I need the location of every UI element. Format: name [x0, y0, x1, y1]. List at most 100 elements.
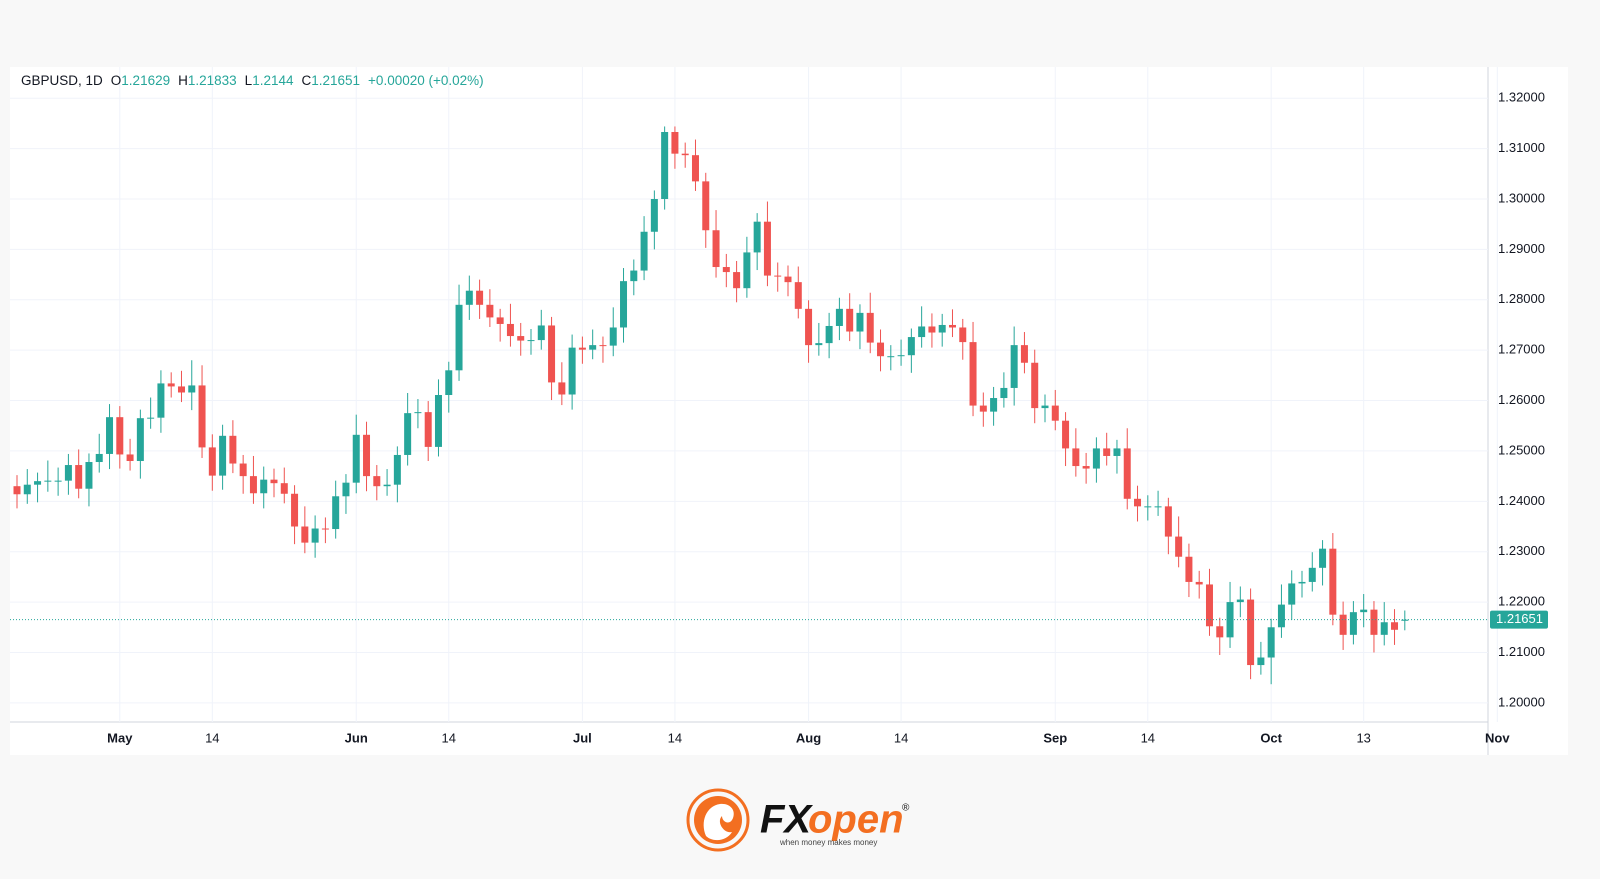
candle-body: [136, 418, 144, 462]
label-high: H: [178, 73, 188, 88]
logo-bull: [703, 803, 734, 841]
candle-body: [1247, 599, 1255, 666]
candle-body: [1267, 627, 1275, 658]
candle-body: [208, 447, 216, 476]
candle-body: [332, 496, 340, 530]
logo-tagline: when money makes money: [779, 838, 877, 847]
legend-header: GBPUSD, 1D O1.21629 H1.21833 L1.2144 C1.2165…: [21, 73, 484, 88]
last-price-badge: [1490, 610, 1548, 629]
candle-body: [1072, 448, 1080, 467]
value-close: 1.21651: [311, 73, 361, 88]
y-tick-label: 1.23000: [1498, 543, 1545, 558]
logo-ring: [686, 788, 750, 852]
candle-body: [733, 272, 741, 289]
candle-body: [291, 493, 299, 527]
x-tick-label: Sep: [1043, 730, 1067, 745]
candle-body: [1205, 584, 1213, 627]
candle-body: [157, 383, 165, 418]
candle-body: [64, 465, 72, 481]
candle-body: [445, 370, 453, 396]
candle-body: [75, 465, 83, 489]
symbol: GBPUSD, 1D: [21, 73, 103, 88]
y-tick-label: 1.24000: [1498, 493, 1545, 508]
candle-body: [630, 270, 638, 282]
candle-body: [702, 181, 710, 231]
candle-body: [280, 483, 288, 494]
candle-body: [1195, 581, 1203, 585]
candle-body: [1092, 448, 1100, 469]
candle-body: [321, 528, 329, 530]
candle-body: [465, 290, 473, 305]
y-tick-label: 1.30000: [1498, 190, 1545, 205]
candle-body: [774, 275, 782, 277]
candle-body: [753, 221, 761, 253]
y-tick-label: 1.20000: [1498, 694, 1545, 709]
candle-body: [661, 131, 669, 200]
candle-body: [1349, 612, 1357, 635]
x-tick-label: Jun: [345, 730, 368, 745]
candle-body: [599, 345, 607, 347]
candle-body: [1236, 599, 1244, 603]
candle-body: [506, 323, 514, 337]
candle-body: [517, 336, 525, 341]
candle-body: [126, 454, 134, 462]
candle-body: [527, 340, 535, 342]
candle-body: [568, 347, 576, 395]
candle-body: [1329, 548, 1337, 615]
candle-body: [1339, 614, 1347, 635]
x-tick-label: 14: [1141, 730, 1155, 745]
candle-body: [496, 317, 504, 324]
y-tick-label: 1.21000: [1498, 644, 1545, 659]
last-price-label: 1.21651: [1496, 611, 1543, 626]
x-tick-label: Nov: [1485, 730, 1510, 745]
candle-body: [239, 463, 247, 477]
label-low: L: [244, 73, 253, 88]
candle-body: [393, 454, 401, 485]
candle-body: [301, 526, 309, 543]
candle-body: [1391, 622, 1399, 630]
candle-body: [1308, 567, 1316, 582]
candle-body: [578, 347, 586, 350]
candle-body: [476, 290, 484, 305]
logo-fx: FX: [760, 798, 813, 842]
label-close: C: [301, 73, 312, 88]
candle-body: [106, 417, 114, 454]
candle-body: [825, 325, 833, 344]
x-tick-label: 13: [1356, 730, 1370, 745]
candle-body: [1185, 556, 1193, 582]
candle-body: [1082, 466, 1090, 469]
candle-body: [424, 412, 432, 447]
candle-body: [270, 479, 278, 484]
candle-body: [928, 326, 936, 333]
candle-body: [969, 342, 977, 406]
candle-body: [404, 413, 412, 455]
value-low: 1.2144: [252, 73, 294, 88]
candle-body: [177, 386, 185, 393]
candle-body: [1319, 548, 1327, 568]
candle-body: [116, 417, 124, 455]
candle-body: [311, 528, 319, 543]
candle-body: [794, 282, 802, 309]
value-open: 1.21629: [121, 73, 171, 88]
candle-body: [681, 153, 689, 156]
x-tick-label: 14: [205, 730, 219, 745]
candle-body: [640, 231, 648, 271]
logo-open: open: [808, 798, 904, 842]
grid: [10, 67, 1498, 722]
candle-body: [373, 476, 381, 487]
candle-body: [537, 325, 545, 341]
candle-body: [897, 355, 905, 357]
candle-body: [856, 312, 864, 332]
x-tick-label: 14: [894, 730, 908, 745]
y-tick-label: 1.25000: [1498, 442, 1545, 457]
candle-body: [887, 356, 895, 358]
logo-registered: ®: [902, 803, 910, 814]
candle-body: [1062, 420, 1070, 449]
candle-body: [23, 484, 31, 495]
candle-body: [979, 405, 987, 412]
candle-body: [1031, 362, 1039, 409]
candle-body: [589, 345, 597, 350]
candle-body: [620, 281, 628, 328]
candle-body: [712, 230, 720, 268]
x-tick-label: May: [107, 730, 133, 745]
